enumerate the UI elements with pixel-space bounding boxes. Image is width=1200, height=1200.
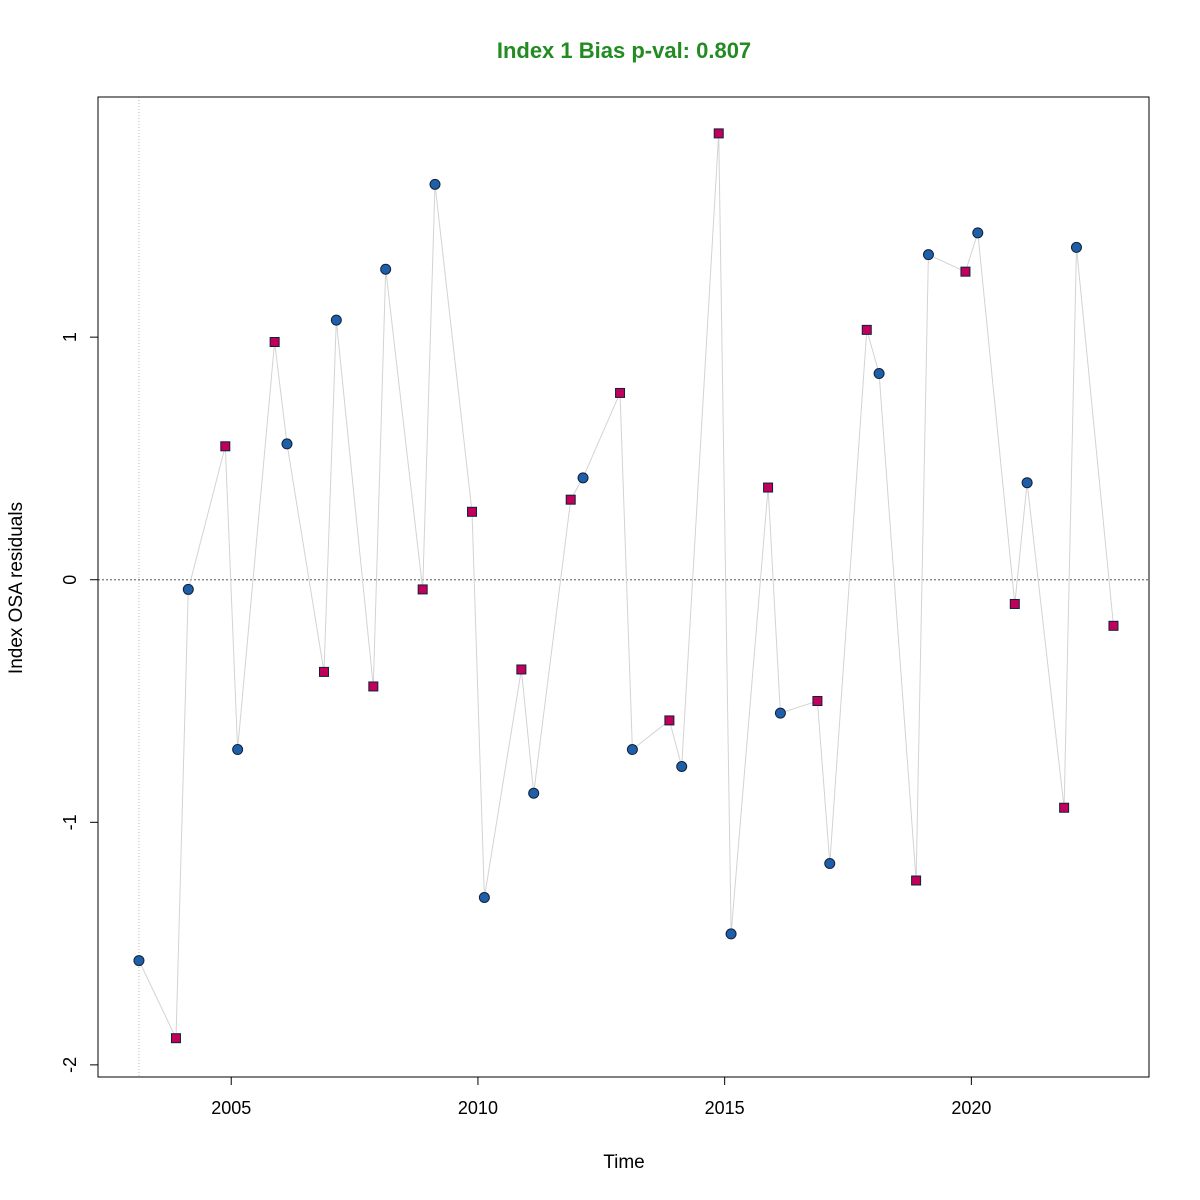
y-tick-label--2: -2 <box>60 1057 80 1073</box>
point-square-33 <box>960 266 971 277</box>
y-tick-label-1: 1 <box>60 332 80 342</box>
point-square-27 <box>812 696 823 707</box>
axes: 2005 2010 2015 2020 -2 -1 0 1 <box>60 96 1150 1118</box>
y-tick-label--1: -1 <box>60 814 80 830</box>
point-circle-38 <box>1070 241 1082 253</box>
point-square-5 <box>269 337 280 347</box>
point-square-25 <box>763 482 774 493</box>
x-tick-label-2020: 2020 <box>951 1098 991 1118</box>
point-square-7 <box>318 666 329 677</box>
point-circle-4 <box>232 744 244 756</box>
point-circle-26 <box>774 707 786 719</box>
point-circle-10 <box>380 263 392 275</box>
point-circle-18 <box>577 472 589 484</box>
point-square-3 <box>220 441 231 452</box>
point-circle-2 <box>182 583 194 595</box>
point-circle-20 <box>626 744 638 756</box>
point-circle-6 <box>281 438 293 450</box>
chart-title: Index 1 Bias p-val: 0.807 <box>497 38 751 63</box>
point-circle-12 <box>429 178 441 190</box>
point-circle-0 <box>133 955 145 967</box>
point-square-11 <box>417 584 428 595</box>
point-circle-30 <box>873 368 885 380</box>
plot-area <box>98 97 1149 1077</box>
series-line <box>138 133 1114 1039</box>
point-circle-22 <box>676 761 688 773</box>
x-tick-label-2005: 2005 <box>211 1098 251 1118</box>
point-circle-24 <box>725 928 737 940</box>
point-square-39 <box>1108 620 1119 631</box>
point-square-21 <box>664 715 675 726</box>
point-square-9 <box>368 681 379 692</box>
point-circle-14 <box>478 891 490 903</box>
x-tick-label-2015: 2015 <box>705 1098 745 1118</box>
point-square-23 <box>713 128 724 139</box>
point-circle-16 <box>528 787 540 799</box>
point-square-15 <box>516 664 527 675</box>
point-square-13 <box>467 506 478 517</box>
point-square-1 <box>170 1033 181 1044</box>
point-circle-32 <box>922 249 934 261</box>
point-circle-34 <box>972 227 984 239</box>
point-square-29 <box>861 324 872 335</box>
point-square-37 <box>1059 802 1070 813</box>
point-circle-28 <box>824 858 836 870</box>
point-square-17 <box>565 494 576 505</box>
point-circle-8 <box>330 314 342 326</box>
point-square-19 <box>615 387 626 398</box>
x-tick-label-2010: 2010 <box>458 1098 498 1118</box>
plot-frame <box>97 96 1150 1078</box>
point-square-35 <box>1009 598 1020 609</box>
y-axis-label: Index OSA residuals <box>6 502 27 674</box>
point-circle-36 <box>1021 477 1033 489</box>
x-axis-label: Time <box>603 1152 645 1173</box>
y-tick-label-0: 0 <box>60 575 80 585</box>
point-square-31 <box>911 875 922 886</box>
